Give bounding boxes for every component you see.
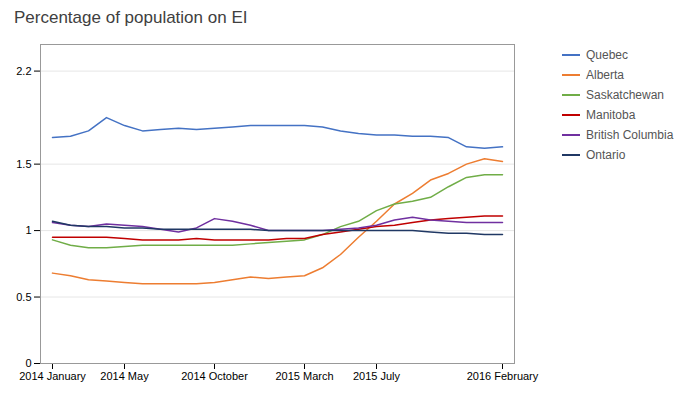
svg-text:2015 July: 2015 July xyxy=(353,370,401,382)
svg-text:2015 March: 2015 March xyxy=(275,370,333,382)
html-text:Percentage of population on EI: Percentage of population on EI xyxy=(14,8,248,27)
svg-text:0.5: 0.5 xyxy=(16,291,31,303)
svg-text:1: 1 xyxy=(25,224,31,236)
svg-text:2014 October: 2014 October xyxy=(181,370,248,382)
html-text:Ontario: Ontario xyxy=(586,148,626,162)
svg-text:2014 January: 2014 January xyxy=(19,370,86,382)
svg-text:2014 May: 2014 May xyxy=(100,370,149,382)
html-text:British Columbia: British Columbia xyxy=(586,128,674,142)
html-text:Saskatchewan: Saskatchewan xyxy=(586,88,664,102)
svg-text:2.2: 2.2 xyxy=(16,65,31,77)
svg-text:0: 0 xyxy=(25,357,31,369)
html-text:Manitoba: Manitoba xyxy=(586,108,636,122)
html-text:Quebec: Quebec xyxy=(586,48,628,62)
html-text:Alberta: Alberta xyxy=(586,68,624,82)
svg-text:2016 February: 2016 February xyxy=(467,370,539,382)
svg-text:1.5: 1.5 xyxy=(16,158,31,170)
